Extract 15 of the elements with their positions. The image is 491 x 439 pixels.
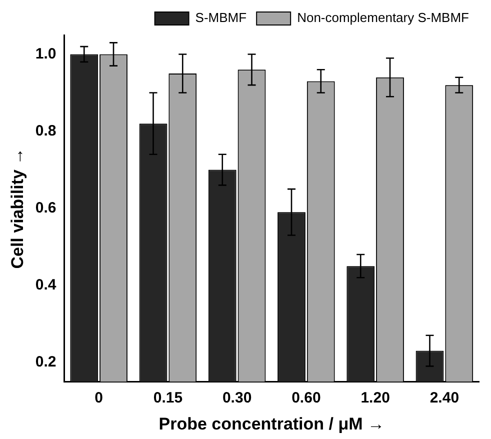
x-tick-label: 0.60 — [292, 390, 321, 407]
y-tick-label: 0.6 — [35, 199, 56, 216]
y-tick-label: 0.2 — [35, 353, 56, 370]
x-tick-label: 0 — [94, 390, 103, 407]
y-tick-label: 1.0 — [35, 45, 56, 62]
x-tick-label: 1.20 — [360, 390, 390, 407]
y-axis-title: Cell viability → — [8, 148, 27, 269]
y-tick-label: 0.8 — [35, 122, 56, 140]
x-tick-label: 0.30 — [222, 390, 252, 407]
y-tick-label: 0.4 — [35, 276, 57, 294]
x-tick-label: 0.15 — [153, 390, 183, 407]
x-tick-label: 2.40 — [430, 390, 460, 407]
x-axis-title: Probe concentration / μM → — [158, 414, 385, 434]
legend-label: S-MBMF — [195, 10, 247, 26]
legend-label: Non-complementary S-MBMF — [297, 10, 470, 26]
